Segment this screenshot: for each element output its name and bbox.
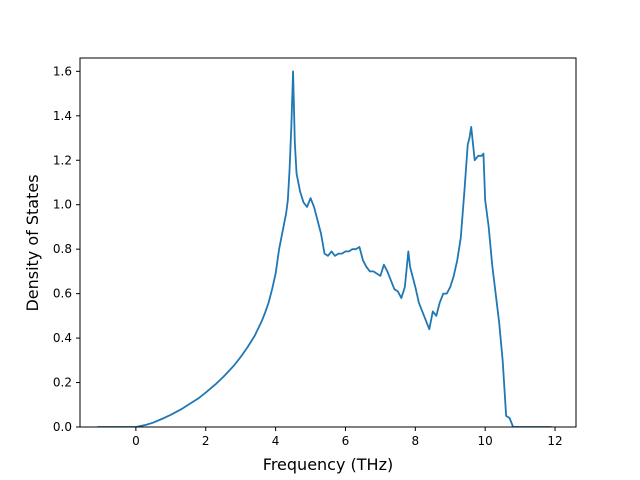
y-axis-label: Density of States: [23, 174, 42, 311]
y-tick-label: 0.4: [53, 331, 72, 345]
axes-frame: [79, 57, 577, 428]
y-tick-label: 1.0: [53, 198, 72, 212]
y-tick-label: 1.6: [53, 64, 72, 78]
x-tick-label: 10: [478, 434, 493, 448]
y-tick-label: 0.0: [53, 420, 72, 434]
x-tick-label: 6: [342, 434, 350, 448]
x-tick-label: 12: [547, 434, 562, 448]
plot-area: [79, 57, 577, 428]
axis-ticks: 0 2 4 6 8 10 12 0.0 0.2 0.4 0.6 0.8 1.0 1.2 1.4 1.6: [53, 64, 563, 448]
y-tick-label: 0.8: [53, 242, 72, 256]
x-tick-label: 8: [412, 434, 420, 448]
y-tick-label: 0.2: [53, 376, 72, 390]
x-axis-label: Frequency (THz): [263, 455, 393, 474]
x-tick-label: 4: [272, 434, 280, 448]
y-tick-label: 1.4: [53, 109, 72, 123]
y-tick-label: 1.2: [53, 153, 72, 167]
x-tick-label: 0: [132, 434, 140, 448]
y-tick-label: 0.6: [53, 287, 72, 301]
dos-series-line: [97, 70, 552, 427]
x-tick-label: 2: [202, 434, 210, 448]
